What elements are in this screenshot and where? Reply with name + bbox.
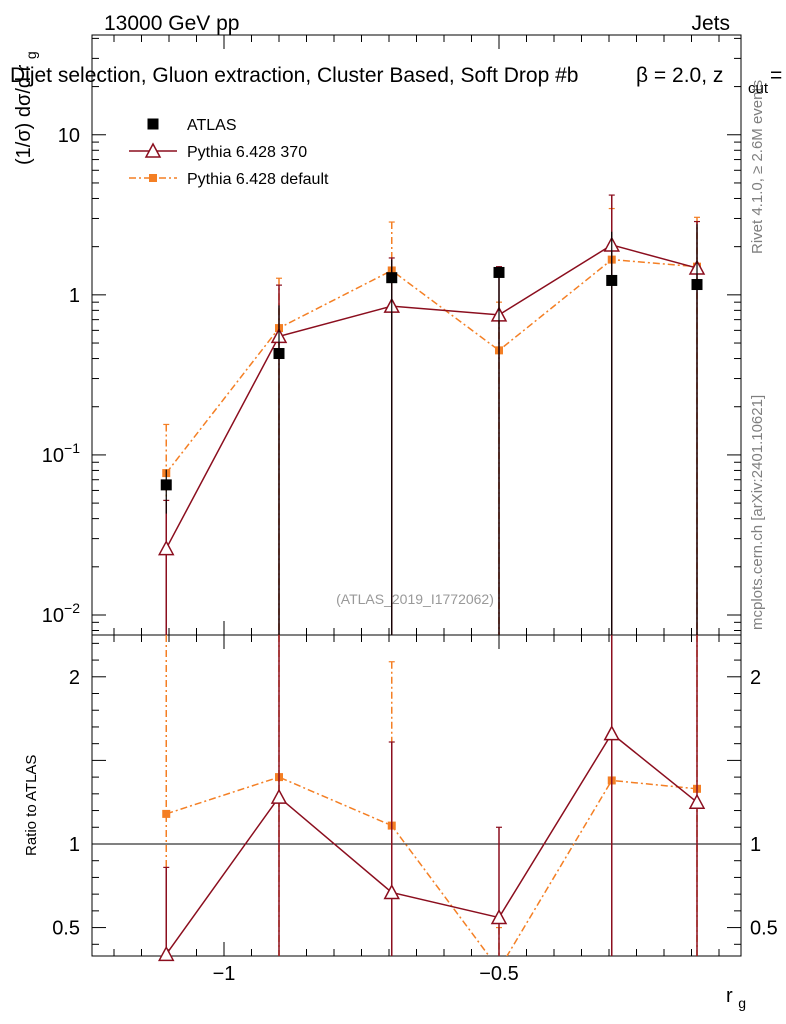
legend-label: ATLAS — [187, 117, 237, 134]
category-label: Jets — [691, 12, 730, 35]
ratio-y-tick-label-right: 1 — [750, 834, 761, 856]
legend-item-atlas: ATLAS — [147, 117, 237, 134]
x-axis-label-sub: g — [738, 995, 746, 1011]
ratio-y-tick-label-right: 0.5 — [750, 918, 778, 940]
ratio-y-tick-label: 0.5 — [52, 918, 80, 940]
main-series-p370 — [157, 194, 706, 635]
x-tick-label: −0.5 — [479, 963, 518, 985]
p370-marker — [157, 945, 175, 962]
ratio-y-label: Ratio to ATLAS — [23, 755, 40, 856]
series-line — [165, 244, 698, 549]
atlas-marker — [493, 266, 505, 278]
x-tick-label: −1 — [213, 963, 236, 985]
legend: ATLAS Pythia 6.428 370 Pythia 6.428 defaul… — [129, 117, 329, 188]
watermark-label: (ATLAS_2019_I1772062) — [336, 591, 494, 607]
ratio-series-pdefault — [162, 635, 701, 956]
plot-title-eq: = — [770, 64, 782, 87]
main-y-label: (1/σ) dσ/d r g — [13, 51, 39, 165]
legend-item-pdefault: Pythia 6.428 default — [129, 171, 329, 188]
ratio-plot-frame — [91, 634, 742, 957]
main-y-tick-label: 10−2 — [42, 600, 80, 627]
x-axis: −1 −0.5 — [113, 35, 720, 985]
x-axis-label-text: r — [726, 985, 733, 1007]
series-line — [165, 258, 698, 474]
main-y-tick-label-base: 1 — [69, 285, 80, 307]
atlas-marker — [386, 272, 398, 284]
series-line — [165, 732, 698, 955]
legend-item-p370: Pythia 6.428 370 — [129, 142, 307, 161]
ratio-y-tick-label-right: 2 — [750, 667, 761, 689]
atlas-marker — [691, 279, 703, 291]
ratio-series-layer — [157, 635, 706, 962]
atlas-marker — [606, 274, 618, 286]
ratio-y-axis: 2 2 1 1 0.5 0.5 — [52, 642, 778, 945]
legend-marker-pdefault — [149, 174, 157, 182]
p370-marker — [157, 539, 175, 556]
plot-title-prefix: Dijet selection, Gluon extraction, Clust… — [10, 64, 578, 87]
main-y-tick-label: 10−1 — [42, 440, 80, 467]
legend-marker-p370 — [144, 142, 162, 158]
pdefault-marker — [162, 809, 171, 818]
plot-title-beta: β = 2.0, z — [636, 64, 723, 87]
main-y-tick-label-base: 10 — [58, 125, 80, 147]
plot-title-beta-text: β = 2.0, z — [636, 64, 723, 87]
main-series-layer — [157, 194, 706, 635]
main-y-tick-label-exp: −1 — [64, 440, 80, 456]
ratio-series-p370 — [157, 635, 706, 962]
legend-marker-atlas — [147, 118, 159, 130]
main-y-tick-label-base: 10 — [42, 605, 64, 627]
rivet-label: Rivet 4.1.0, ≥ 2.6M events — [749, 80, 766, 254]
main-y-tick-label: 10 — [58, 125, 80, 147]
p370-marker — [688, 793, 706, 809]
ratio-y-tick-label: 2 — [69, 667, 80, 689]
main-y-label-text: (1/σ) dσ/d r — [13, 64, 35, 165]
energy-label: 13000 GeV pp — [104, 12, 239, 35]
main-y-tick-label-base: 10 — [42, 445, 64, 467]
x-axis-label: r g — [726, 985, 746, 1011]
mcplots-label: mcplots.cern.ch [arXiv:2401.10621] — [749, 395, 766, 630]
p370-marker — [270, 788, 288, 804]
series-line — [166, 776, 698, 956]
ratio-y-tick-label: 1 — [69, 834, 80, 856]
p370-marker — [490, 908, 508, 925]
atlas-marker — [160, 479, 172, 491]
main-series-atlas — [160, 224, 703, 635]
legend-label: Pythia 6.428 370 — [187, 144, 307, 161]
plot-title: Dijet selection, Gluon extraction, Clust… — [10, 64, 578, 87]
main-series-pdefault — [162, 207, 701, 635]
p370-marker — [383, 883, 401, 900]
atlas-marker — [273, 348, 285, 360]
main-y-tick-label-exp: −2 — [64, 600, 80, 616]
svg-text:(1/σ) dσ/d r g: (1/σ) dσ/d r g — [13, 51, 39, 165]
main-y-label-sub: g — [23, 51, 39, 59]
plot-title-cut: cut — [748, 80, 769, 97]
p370-marker — [603, 725, 621, 741]
legend-label: Pythia 6.428 default — [187, 171, 329, 188]
main-y-tick-label: 1 — [69, 285, 80, 307]
